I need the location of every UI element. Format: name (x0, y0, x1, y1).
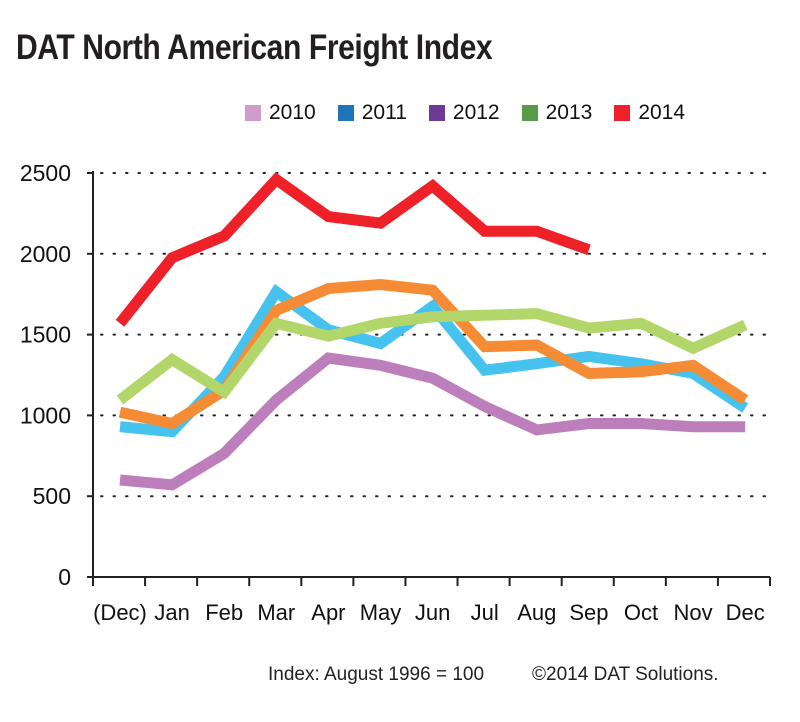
line-chart: 0 500 1000 1500 2000 2500 (Dec) Jan Feb Mar Apr May… (20, 160, 771, 625)
y-tick-label: 500 (33, 483, 71, 509)
legend: 2010 2011 2012 2013 2014 (245, 101, 707, 125)
legend-label: 2011 (361, 101, 407, 124)
y-tick-label: 1000 (20, 402, 71, 428)
x-tick-label: Oct (624, 600, 658, 625)
index-note: Index: August 1996 = 100 (268, 664, 485, 685)
legend-label: 2010 (269, 101, 316, 124)
copyright: ©2014 DAT Solutions. (532, 664, 719, 685)
series-line-0 (119, 352, 746, 491)
series-line-4 (115, 172, 591, 327)
legend-swatch (521, 105, 538, 121)
chart-title: DAT North American Freight Index (16, 28, 493, 67)
x-tick-label: Sep (569, 600, 608, 625)
legend-item: 2014 (614, 101, 685, 125)
legend-item: 2013 (521, 101, 593, 125)
legend-swatch (337, 105, 354, 121)
y-tick-label: 2000 (20, 241, 71, 267)
x-tick-label: Feb (205, 600, 243, 625)
legend-swatch (245, 105, 261, 121)
y-tick-label: 1500 (20, 322, 71, 348)
x-tick-label: Jan (154, 600, 189, 625)
legend-label: 2012 (452, 101, 500, 124)
footer: Index: August 1996 = 100 ©2014 DAT Soluti… (268, 664, 719, 686)
series-line-3 (116, 308, 748, 405)
legend-label: 2013 (545, 101, 593, 124)
x-tick-label: May (360, 600, 402, 625)
legend-swatch (428, 105, 445, 121)
legend-label: 2014 (638, 101, 686, 124)
legend-item: 2010 (245, 101, 316, 125)
x-tick-label: Jul (471, 600, 499, 625)
x-tick-label: Nov (674, 600, 713, 625)
x-tick-label: Mar (257, 600, 295, 625)
x-tick-label: Dec (726, 600, 765, 625)
x-tick-label: (Dec) (93, 600, 147, 625)
x-tick-label: Jun (415, 600, 450, 625)
legend-item: 2011 (337, 101, 407, 125)
legend-item: 2012 (428, 101, 500, 125)
y-tick-label: 2500 (20, 160, 71, 186)
x-tick-label: Apr (311, 600, 345, 625)
x-tick-label: Aug (517, 600, 556, 625)
y-tick-label: 0 (58, 564, 71, 590)
legend-swatch (614, 105, 631, 121)
